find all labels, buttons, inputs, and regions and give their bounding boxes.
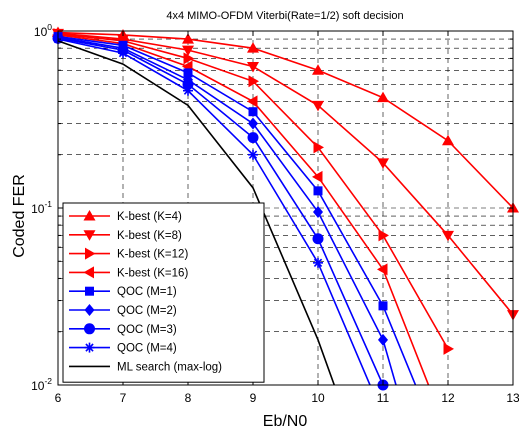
legend-marker [85,286,94,296]
legend-item: ML search (max-log) [69,361,222,373]
legend-marker [84,323,95,335]
legend-marker [83,266,94,279]
legend-label: ML search (max-log) [117,361,222,373]
legend-label: K-best (K=8) [117,230,182,242]
data-point [182,33,194,44]
data-point [313,257,323,268]
legend-label: QOC (M=2) [117,305,177,317]
data-point [247,62,259,73]
x-tick-label: 7 [120,391,127,405]
data-point [313,141,324,154]
x-tick-label: 11 [377,391,390,405]
data-point [312,170,323,183]
data-point [247,42,259,53]
x-tick-label: 13 [506,391,519,405]
x-axis-label: Eb/N0 [263,413,308,430]
x-tick-label: 10 [311,391,325,405]
data-point [248,107,258,117]
data-point [183,68,193,78]
axis-ticks: 6 7 8 9 10 11 12 13 100 10-1 10-2 [31,22,519,405]
legend-marker [83,210,96,221]
data-point [182,45,194,57]
legend-label: K-best (K=16) [117,267,188,279]
legend-label: QOC (M=1) [117,286,177,298]
legend: K-best (K=4) K-best (K=8) K-best (K=12) K-b… [62,202,265,383]
data-point [377,158,389,169]
series-line [57,37,384,386]
y-axis-label: Coded FER [11,174,28,258]
legend-label: QOC (M=3) [117,324,177,336]
legend-marker [83,230,96,241]
legend-label: K-best (K=12) [117,249,188,261]
data-point [183,85,193,96]
legend-item: QOC (M=1) [69,286,177,298]
series-layer [52,26,519,391]
legend-item: K-best (K=12) [69,247,188,261]
data-point [313,186,323,196]
series-8 [53,34,371,386]
legend-marker [84,342,95,353]
legend-item: QOC (M=2) [69,304,177,317]
data-point [183,52,194,65]
legend-box [62,202,265,383]
y-tick-label: 10-1 [31,199,52,216]
legend-marker [84,304,95,316]
data-point [377,263,388,276]
data-point [378,229,389,242]
data-point [442,134,454,146]
data-point [247,95,258,108]
legend-marker [85,247,96,260]
data-point [312,64,324,75]
series-line [57,32,514,316]
legend-item: K-best (K=8) [69,230,182,242]
series-line [57,38,371,386]
x-tick-label: 9 [250,391,257,405]
data-point [378,301,388,311]
data-point [312,233,324,245]
legend-item: QOC (M=4) [69,342,177,355]
data-point [247,132,259,144]
data-point [248,149,258,160]
data-point [378,333,388,346]
x-tick-label: 8 [185,391,192,405]
data-point [248,75,259,88]
data-point [248,117,258,130]
legend-item: K-best (K=4) [69,210,182,223]
y-tick-label: 100 [34,22,52,39]
data-point [118,48,128,59]
legend-label: QOC (M=4) [117,343,177,355]
data-point [442,230,454,242]
data-point [313,205,323,218]
data-point [443,342,454,355]
legend-item: QOC (M=3) [69,323,177,336]
y-tick-label: 10-2 [31,376,52,393]
data-point [312,100,324,112]
series-9 [57,40,336,386]
x-tick-label: 6 [55,391,62,405]
legend-label: K-best (K=4) [117,211,182,223]
chart-title: 4x4 MIMO-OFDM Viterbi(Rate=1/2) soft dec… [166,10,403,22]
series-line [57,31,514,209]
legend-item: K-best (K=16) [69,266,188,279]
series-line [57,40,336,386]
data-point [377,91,389,103]
x-tick-label: 12 [441,391,455,405]
